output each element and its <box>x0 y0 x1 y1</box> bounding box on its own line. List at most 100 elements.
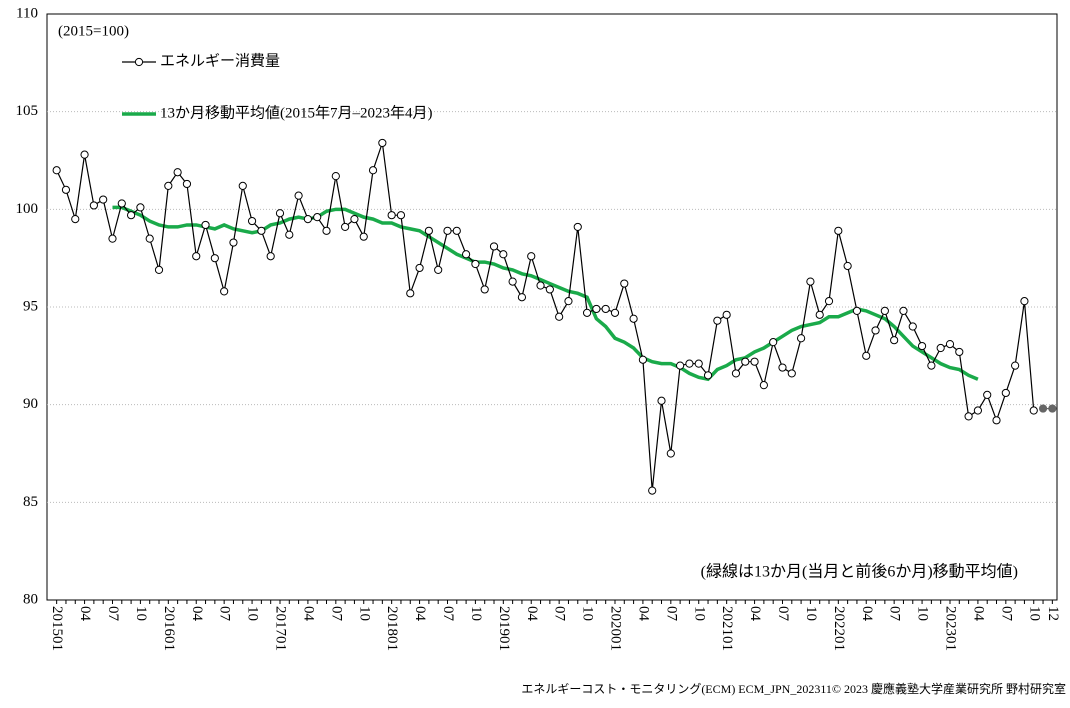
data-point <box>582 308 592 317</box>
x-tick-label: 202101 <box>719 606 735 651</box>
data-point <box>341 222 350 232</box>
x-tick-label: 10 <box>356 606 372 621</box>
x-tick-label: 04 <box>300 606 316 622</box>
data-point <box>471 259 480 269</box>
x-tick-label: 201501 <box>49 606 65 651</box>
data-point <box>834 226 843 235</box>
data-point <box>1020 297 1029 306</box>
data-point <box>1001 388 1010 398</box>
data-point <box>815 310 824 319</box>
data-point <box>406 289 415 298</box>
y-tick-label: 105 <box>16 103 39 119</box>
x-tick-label: 201601 <box>161 606 177 651</box>
data-point <box>750 357 759 366</box>
data-point <box>461 250 471 259</box>
x-tick-label: 07 <box>775 606 791 622</box>
x-tick-label: 07 <box>328 606 344 622</box>
y-tick-label: 80 <box>23 591 38 607</box>
data-point <box>629 314 638 323</box>
data-point <box>620 279 629 288</box>
x-tick-label: 07 <box>105 606 121 622</box>
legend-label: エネルギー消費量 <box>160 52 280 69</box>
data-point <box>80 150 89 159</box>
data-point <box>415 263 424 273</box>
x-tick-label: 04 <box>189 606 205 622</box>
data-point <box>434 265 443 274</box>
x-tick-label: 04 <box>859 606 875 622</box>
x-tick-label: 202201 <box>831 606 847 651</box>
data-point <box>247 216 257 226</box>
data-point <box>322 226 331 235</box>
data-point <box>368 166 378 175</box>
legend-marker <box>134 57 144 67</box>
x-tick-label: 04 <box>970 606 986 622</box>
data-point <box>61 185 71 194</box>
data-point <box>741 357 750 366</box>
data-point <box>694 359 703 368</box>
data-point <box>480 285 489 294</box>
annotation: (緑線は13か月(当月と前後6か月)移動平均値) <box>701 563 1018 581</box>
x-tick-label: 10 <box>468 606 484 621</box>
x-tick-label: 04 <box>77 606 93 622</box>
data-point <box>796 334 806 343</box>
data-point <box>806 277 815 286</box>
data-point <box>843 261 852 271</box>
series-line <box>56 142 1035 491</box>
data-point <box>648 486 657 495</box>
data-point <box>638 355 648 364</box>
subtitle: (2015=100) <box>58 23 129 39</box>
x-tick-label: 04 <box>524 606 540 622</box>
x-tick-label: 202301 <box>943 606 959 651</box>
data-point <box>508 277 517 286</box>
x-tick-label: 10 <box>133 606 149 621</box>
data-point <box>52 166 61 175</box>
x-tick-label: 10 <box>245 606 261 621</box>
x-tick-label: 07 <box>663 606 679 622</box>
legend-label: 13か月移動平均値(2015年7月–2023年4月) <box>160 104 433 121</box>
x-tick-label: 10 <box>1026 606 1042 621</box>
x-tick-label: 201801 <box>384 606 400 651</box>
x-tick-label: 07 <box>440 606 456 622</box>
x-tick-label: 10 <box>915 606 931 621</box>
x-tick-label: 201701 <box>273 606 289 651</box>
x-tick-label: 201901 <box>496 606 512 651</box>
data-point <box>331 172 340 181</box>
data-point <box>555 312 564 321</box>
data-point <box>154 265 164 274</box>
x-tick-label: 07 <box>887 606 903 622</box>
x-tick-label: 07 <box>217 606 233 622</box>
data-point <box>927 361 936 370</box>
data-point <box>1038 404 1048 413</box>
data-point <box>657 396 666 405</box>
data-point <box>713 316 722 325</box>
data-point <box>955 347 964 357</box>
data-point <box>313 213 322 222</box>
data-point <box>489 242 499 251</box>
x-tick-label: 12 <box>1045 606 1061 621</box>
data-point <box>220 287 229 296</box>
data-point <box>443 226 452 235</box>
data-point <box>787 369 796 378</box>
data-point <box>126 211 136 220</box>
data-point <box>182 179 192 189</box>
data-point <box>610 308 620 317</box>
data-point <box>536 281 545 290</box>
data-point <box>424 226 433 235</box>
data-point <box>676 361 685 370</box>
data-point <box>387 211 396 220</box>
data-point <box>117 199 126 208</box>
source-note: エネルギーコスト・モニタリング(ECM) ECM_JPN_202311© 202… <box>521 681 1066 696</box>
data-point <box>731 369 741 378</box>
data-point <box>685 359 694 368</box>
data-point <box>238 181 247 190</box>
data-point <box>545 285 554 294</box>
data-point <box>992 416 1001 425</box>
data-point <box>862 351 871 360</box>
data-point <box>201 220 210 230</box>
moving-average-line <box>112 205 979 382</box>
data-point <box>210 254 219 263</box>
data-point <box>136 203 145 212</box>
y-tick-label: 90 <box>23 396 38 412</box>
data-point <box>778 363 787 372</box>
